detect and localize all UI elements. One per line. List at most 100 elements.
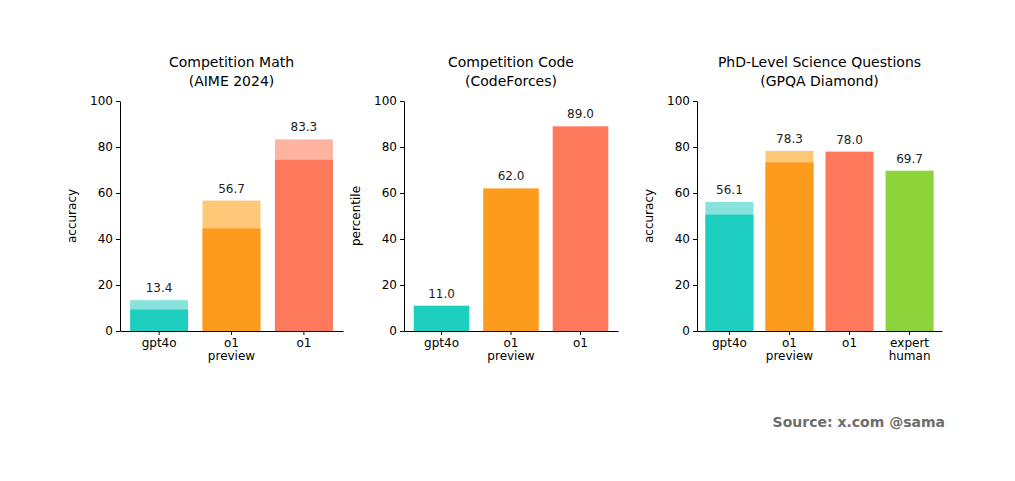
y-tick-mark xyxy=(400,101,404,102)
x-tick-label: gpt4o xyxy=(712,336,747,350)
y-tick-label: 0 xyxy=(682,324,690,338)
y-tick: 20 xyxy=(675,278,697,292)
x-tick-label: o1 xyxy=(296,336,311,350)
y-tick-label: 100 xyxy=(374,94,397,108)
data-label: 78.3 xyxy=(776,132,803,146)
y-tick: 100 xyxy=(374,94,404,108)
bar xyxy=(414,306,470,331)
y-tick-label: 20 xyxy=(675,278,690,292)
x-tick-label: o1 xyxy=(842,336,857,350)
y-tick-label: 60 xyxy=(382,186,397,200)
y-axis: 0 20 40 60 80 100 xyxy=(90,94,120,338)
data-label: 62.0 xyxy=(498,169,525,183)
bar xyxy=(765,151,813,331)
y-tick: 80 xyxy=(98,140,120,154)
y-tick-label: 60 xyxy=(675,186,690,200)
y-tick-label: 80 xyxy=(98,140,113,154)
y-tick-mark xyxy=(116,285,120,286)
y-tick-mark xyxy=(693,101,697,102)
x-tick-mark xyxy=(849,331,850,335)
bar xyxy=(483,188,539,331)
chart-title: Competition Code xyxy=(448,54,574,70)
y-tick: 80 xyxy=(382,140,404,154)
y-tick-mark xyxy=(693,285,697,286)
bar xyxy=(275,139,333,331)
x-tick: o1 xyxy=(842,331,857,350)
x-tick: gpt4o xyxy=(424,331,459,350)
y-tick-label: 40 xyxy=(382,232,397,246)
y-tick-mark xyxy=(116,101,120,102)
bars xyxy=(705,151,933,331)
x-tick-mark xyxy=(580,331,581,335)
x-axis: gpt4o o1preview o1 xyxy=(405,331,619,363)
y-tick: 40 xyxy=(98,232,120,246)
y-tick-label: 0 xyxy=(105,324,113,338)
data-label: 56.7 xyxy=(218,182,245,196)
data-label: 56.1 xyxy=(716,183,743,197)
x-tick-label: gpt4o xyxy=(424,336,459,350)
y-tick: 80 xyxy=(675,140,697,154)
chart-panel: 020406080100gpt4oo1previewo111.062.089.0… xyxy=(349,54,619,363)
x-tick-label: o1preview xyxy=(766,336,813,363)
chart-subtitle: (AIME 2024) xyxy=(189,73,275,89)
bar xyxy=(130,300,188,331)
y-axis-title: accuracy xyxy=(642,189,656,243)
y-tick-label: 100 xyxy=(667,94,690,108)
x-axis: gpt4o o1preview o1 experthuman xyxy=(698,331,943,363)
x-axis-line xyxy=(698,331,943,332)
bar xyxy=(130,310,188,331)
x-tick-mark xyxy=(231,331,232,335)
data-label: 83.3 xyxy=(291,120,318,134)
y-tick-mark xyxy=(400,147,404,148)
bar xyxy=(826,152,874,331)
x-tick: gpt4o xyxy=(142,331,177,350)
bar xyxy=(275,160,333,331)
y-tick-label: 80 xyxy=(382,140,397,154)
y-tick-mark xyxy=(400,285,404,286)
y-tick: 40 xyxy=(675,232,697,246)
y-tick: 40 xyxy=(382,232,404,246)
y-tick-mark xyxy=(693,147,697,148)
y-tick: 0 xyxy=(682,324,697,338)
bar xyxy=(203,228,261,331)
y-tick-label: 100 xyxy=(90,94,113,108)
y-tick-label: 0 xyxy=(389,324,397,338)
y-tick-label: 20 xyxy=(382,278,397,292)
y-tick-label: 80 xyxy=(675,140,690,154)
chart-panel: 0 20 40 60 80 100 gpt4o o1preview o1 experthuman 5… xyxy=(642,54,943,363)
x-tick-label: o1 xyxy=(573,336,588,350)
chart-title: Competition Math xyxy=(169,54,294,70)
x-tick: experthuman xyxy=(889,331,931,363)
bar xyxy=(765,162,813,331)
y-tick: 60 xyxy=(98,186,120,200)
data-label: 69.7 xyxy=(896,152,923,166)
x-tick: o1 xyxy=(296,331,311,350)
y-tick-label: 20 xyxy=(98,278,113,292)
chart-canvas: 0 20 40 60 80 100 gpt4o o1preview o1 13.4 56.7 83.3… xyxy=(0,0,1015,481)
y-axis: 0 20 40 60 80 100 xyxy=(667,94,697,338)
y-tick-mark xyxy=(400,193,404,194)
y-tick: 60 xyxy=(382,186,404,200)
x-tick-label: gpt4o xyxy=(142,336,177,350)
bars xyxy=(130,139,333,331)
y-tick-mark xyxy=(400,239,404,240)
x-tick-label: o1preview xyxy=(208,336,255,363)
bar xyxy=(203,201,261,331)
x-tick-mark xyxy=(909,331,910,335)
bar xyxy=(705,202,753,331)
data-label: 11.0 xyxy=(428,287,455,301)
chart-subtitle: (CodeForces) xyxy=(465,73,557,89)
x-tick: o1preview xyxy=(766,331,813,363)
source-note: Source: x.com @sama xyxy=(773,414,945,430)
y-tick-label: 60 xyxy=(98,186,113,200)
data-label: 13.4 xyxy=(146,281,173,295)
y-tick-mark xyxy=(693,193,697,194)
bars xyxy=(414,126,609,331)
y-tick-label: 40 xyxy=(98,232,113,246)
chart-panel: 0 20 40 60 80 100 gpt4o o1preview o1 13.4 56.7 83.3… xyxy=(65,54,344,363)
y-axis: 0 20 40 60 80 100 xyxy=(374,94,404,338)
y-axis-title: percentile xyxy=(349,186,363,246)
bar xyxy=(705,215,753,331)
x-tick-label: o1preview xyxy=(487,336,534,363)
y-tick: 20 xyxy=(382,278,404,292)
